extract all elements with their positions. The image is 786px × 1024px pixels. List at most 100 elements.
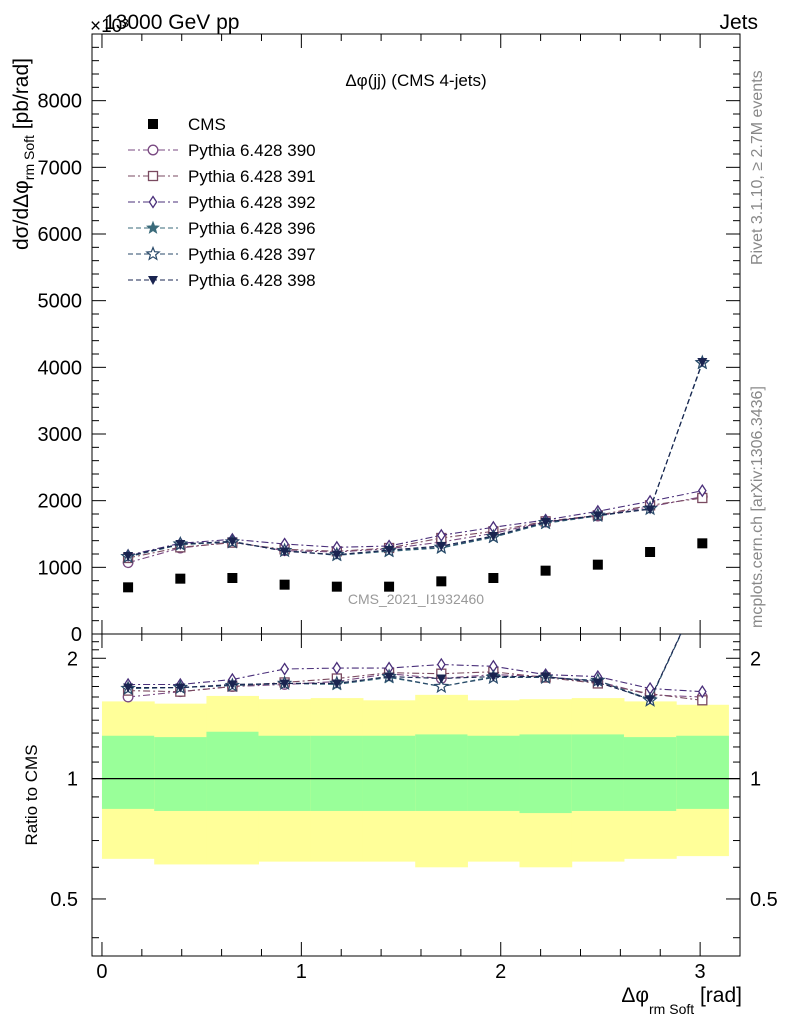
- legend-marker: [147, 170, 159, 182]
- data-point: [331, 581, 342, 592]
- ratio-point: [279, 679, 290, 689]
- ratio-series-line: [128, 634, 682, 701]
- uncertainty-band-inner: [101, 735, 155, 809]
- legend: CMS Pythia 6.428 390 Pythia 6.428 391 Pythi…: [128, 115, 316, 290]
- data-point: [645, 505, 656, 515]
- data-point: [540, 565, 551, 576]
- main-watermark: CMS_2021_I1932460: [348, 591, 484, 607]
- main-series: [120, 354, 711, 593]
- rivet-label: Rivet 3.1.10, ≥ 2.7M events: [749, 70, 766, 265]
- ratio-x-axis-label: Δφrm Soft [rad]: [621, 984, 742, 1017]
- uncertainty-band-inner: [467, 735, 520, 811]
- legend-marker: [146, 220, 160, 234]
- legend-label: Pythia 6.428 397: [188, 245, 316, 264]
- main-y-tick-label: 7000: [38, 157, 83, 179]
- series-397: [120, 354, 711, 564]
- data-point: [227, 573, 238, 583]
- data-point: [645, 547, 656, 557]
- main-panel: CMS_2021_I1932460 Δφ(jj) (CMS 4-jets) 0 1…: [10, 33, 741, 646]
- ratio-ticks: 0.5 0.5 1 1 2 2 0 1 2 3: [50, 634, 778, 983]
- ratio-point: [175, 683, 186, 693]
- x-tick-label: 3: [695, 961, 706, 983]
- data-point: [540, 518, 551, 527]
- legend-marker: [147, 144, 159, 156]
- ratio-y-tick-label: 1: [67, 769, 78, 791]
- data-point: [279, 547, 290, 557]
- ratio-series-398: [123, 634, 682, 705]
- series-line: [127, 363, 703, 558]
- legend-marker: [148, 195, 158, 209]
- data-point: [123, 582, 134, 593]
- ratio-y-tick-label-right: 2: [750, 648, 761, 670]
- legend-label: Pythia 6.428 398: [188, 271, 316, 290]
- series-line: [127, 497, 703, 559]
- main-ticks: 0 1000 2000 3000 4000 5000 6000 7000 8000: [38, 34, 740, 646]
- ratio-point: [436, 657, 446, 672]
- uncertainty-band-inner: [258, 735, 312, 811]
- uncertainty-band-inner: [519, 734, 573, 814]
- ratio-series: [120, 634, 708, 707]
- ratio-y-axis-label: Ratio to CMS: [22, 744, 41, 845]
- series-390: [122, 491, 708, 569]
- ratio-y-tick-label-right: 0.5: [750, 889, 778, 911]
- ratio-panel: 0.5 0.5 1 1 2 2 0 1 2 3 Ratio to CMS Δφrm Soft [r…: [22, 633, 778, 1017]
- category-label: Jets: [719, 11, 758, 34]
- series-391: [122, 492, 708, 564]
- y-exponent-label: ×10³: [90, 16, 129, 37]
- uncertainty-band-inner: [310, 735, 364, 811]
- data-point: [697, 483, 707, 498]
- main-y-tick-label: 6000: [38, 224, 83, 246]
- ratio-y-tick-label-right: 1: [750, 769, 761, 791]
- process-label: 13000 GeV pp: [104, 11, 239, 34]
- data-point: [384, 546, 395, 555]
- ratio-point: [433, 678, 450, 694]
- series-line: [127, 361, 703, 557]
- series-396: [121, 356, 710, 563]
- legend-marker: [148, 119, 158, 129]
- data-point: [488, 573, 499, 583]
- ratio-point: [436, 674, 447, 684]
- legend-marker: [145, 245, 161, 261]
- data-point: [592, 559, 603, 570]
- series-line: [127, 490, 703, 556]
- ratio-series-line: [128, 663, 703, 693]
- data-point: [697, 538, 708, 549]
- data-point: [436, 576, 447, 587]
- ratio-y-tick-label: 2: [67, 648, 78, 670]
- data-point: [175, 540, 186, 549]
- ratio-point: [332, 661, 342, 675]
- legend-marker: [148, 276, 158, 285]
- main-y-tick-label: 2000: [38, 491, 83, 513]
- data-point: [331, 550, 342, 560]
- ratio-point: [227, 680, 238, 690]
- ratio-series-392: [123, 657, 707, 699]
- series-398: [123, 358, 708, 561]
- legend-label: Pythia 6.428 392: [188, 193, 316, 212]
- legend-label: Pythia 6.428 390: [188, 141, 316, 160]
- x-tick-label: 2: [495, 961, 506, 983]
- ratio-point: [645, 695, 656, 705]
- x-tick-label: 0: [96, 961, 107, 983]
- ratio-series-line: [128, 673, 703, 698]
- ratio-point: [331, 679, 342, 689]
- ratio-point: [540, 672, 551, 682]
- ratio-bands: [92, 694, 740, 868]
- legend-label: Pythia 6.428 396: [188, 219, 316, 238]
- mcplots-label: mcplots.cern.ch [arXiv:1306.3436]: [749, 386, 766, 628]
- uncertainty-band-inner: [415, 734, 468, 811]
- uncertainty-band-inner: [676, 735, 729, 809]
- uncertainty-band-inner: [154, 737, 207, 811]
- series-line: [127, 362, 703, 558]
- main-y-axis-label: dσ/dΔφrm Soft [pb/rad]: [10, 58, 37, 250]
- main-y-tick-label: 1000: [38, 557, 83, 579]
- main-y-tick-label: 3000: [38, 424, 83, 446]
- ratio-point: [488, 672, 499, 682]
- data-point: [279, 579, 290, 590]
- main-y-tick-label: 8000: [38, 91, 83, 113]
- main-title: Δφ(jj) (CMS 4-jets): [345, 71, 486, 90]
- uncertainty-band-inner: [623, 737, 677, 811]
- data-point: [227, 537, 238, 547]
- data-point: [175, 573, 186, 584]
- legend-label: Pythia 6.428 391: [188, 167, 316, 186]
